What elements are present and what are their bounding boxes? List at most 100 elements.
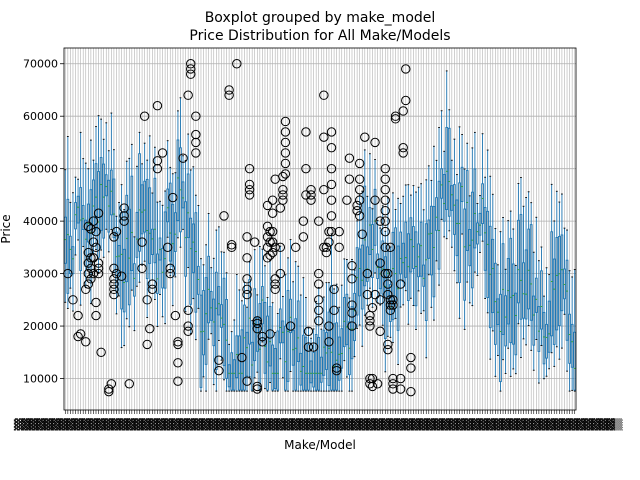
- x-tick-label-overlap: ▓▒: [239, 418, 256, 431]
- outlier-point: [398, 142, 408, 153]
- outlier-point: [347, 300, 357, 310]
- x-tick-label-overlap: ▓▒: [134, 418, 151, 431]
- outlier-point: [395, 373, 406, 384]
- box-iqr: [542, 311, 546, 365]
- outlier-point: [214, 365, 224, 376]
- box-iqr: [194, 212, 198, 313]
- outlier-point: [380, 174, 390, 184]
- x-tick-label-overlap: ▓▒: [464, 418, 481, 431]
- box-iqr: [76, 195, 80, 224]
- box-iqr: [250, 341, 254, 391]
- outlier-point: [124, 379, 134, 389]
- outlier-point: [275, 268, 286, 279]
- outlier-point: [173, 339, 183, 350]
- x-tick-label-overlap: ▓▒: [51, 418, 68, 431]
- x-tick-label-overlap: ▓▒: [606, 418, 623, 431]
- x-tick-label-overlap: ▓▒: [104, 418, 121, 431]
- outlier-point: [86, 253, 96, 263]
- outlier-point: [383, 344, 393, 355]
- box-iqr: [391, 231, 395, 321]
- box-iqr: [191, 223, 195, 273]
- outlier-point: [116, 271, 127, 281]
- outlier-point: [380, 242, 390, 253]
- outlier-point: [270, 274, 280, 284]
- outlier-point: [306, 190, 316, 200]
- outlier-point: [252, 318, 262, 329]
- x-tick-label-overlap: ▓▒: [246, 418, 263, 431]
- outlier-point: [326, 195, 337, 205]
- outlier-point: [280, 116, 291, 127]
- box-iqr: [189, 217, 193, 305]
- box-iqr: [225, 299, 228, 379]
- x-tick-label-overlap: ▓▒: [366, 418, 383, 431]
- outlier-point: [354, 174, 365, 184]
- box-iqr: [66, 198, 70, 294]
- x-tick-label-overlap: ▓▒: [276, 418, 293, 431]
- x-tick-label-overlap: ▓▒: [434, 418, 451, 431]
- x-tick-label-overlap: ▓▒: [584, 418, 601, 431]
- box-iqr: [483, 207, 487, 271]
- x-tick-label-overlap: ▓▒: [426, 418, 443, 431]
- outlier-point: [262, 200, 273, 211]
- box-iqr: [373, 188, 377, 246]
- box-iqr: [440, 168, 443, 199]
- box-iqr: [414, 231, 418, 307]
- y-tick-label: 40000: [23, 215, 58, 228]
- outlier-point: [385, 300, 396, 310]
- outlier-point: [139, 111, 150, 121]
- box-iqr: [209, 290, 213, 321]
- outlier-point: [331, 365, 342, 376]
- outlier-point: [324, 337, 334, 347]
- x-tick-label-overlap: ▓▒: [561, 418, 578, 431]
- outlier-point: [191, 111, 201, 121]
- box-iqr: [345, 293, 349, 346]
- outlier-point: [301, 163, 311, 174]
- outlier-point: [344, 153, 355, 163]
- x-tick-label-overlap: ▓▒: [456, 418, 473, 431]
- outlier-point: [109, 279, 119, 289]
- x-tick-label-overlap: ▓▒: [546, 418, 563, 431]
- outlier-point: [388, 379, 398, 389]
- x-tick-label-overlap: ▓▒: [14, 418, 31, 431]
- box-iqr: [322, 329, 326, 376]
- outlier-point: [375, 258, 385, 268]
- box-iqr: [534, 277, 538, 313]
- outlier-point: [372, 379, 383, 389]
- outlier-point: [298, 216, 309, 226]
- outlier-point: [375, 216, 385, 226]
- x-tick-label-overlap: ▓▒: [396, 418, 413, 431]
- box-iqr: [171, 203, 175, 268]
- box-iqr: [325, 332, 328, 370]
- x-tick-label-overlap: ▓▒: [321, 418, 338, 431]
- box-iqr: [545, 323, 548, 359]
- outlier-point: [357, 229, 367, 239]
- outlier-point: [280, 169, 291, 179]
- box-iqr: [358, 248, 362, 297]
- outlier-point: [109, 232, 119, 242]
- box-iqr: [150, 228, 154, 255]
- box-iqr: [127, 208, 131, 306]
- x-tick-label-overlap: ▓▒: [164, 418, 181, 431]
- outlier-point: [183, 321, 193, 331]
- box-iqr: [412, 226, 415, 269]
- box-iqr: [319, 356, 323, 383]
- box-iqr: [368, 207, 372, 255]
- outlier-point: [242, 253, 252, 263]
- outlier-point: [326, 142, 337, 153]
- outlier-point: [354, 195, 365, 205]
- outlier-point: [324, 321, 334, 331]
- x-tick-label-overlap: ▓▒: [89, 418, 106, 431]
- box-iqr: [69, 235, 72, 274]
- box-iqr: [174, 212, 177, 252]
- outlier-point: [354, 211, 365, 221]
- outlier-point: [270, 279, 280, 289]
- box-iqr: [511, 263, 515, 345]
- box-iqr: [138, 153, 141, 252]
- outlier-point: [334, 226, 344, 237]
- outlier-point: [173, 376, 183, 386]
- outlier-point: [226, 242, 237, 253]
- box-iqr: [481, 183, 484, 224]
- outlier-point: [398, 106, 408, 116]
- outlier-point: [157, 148, 168, 158]
- box-iqr: [529, 224, 533, 321]
